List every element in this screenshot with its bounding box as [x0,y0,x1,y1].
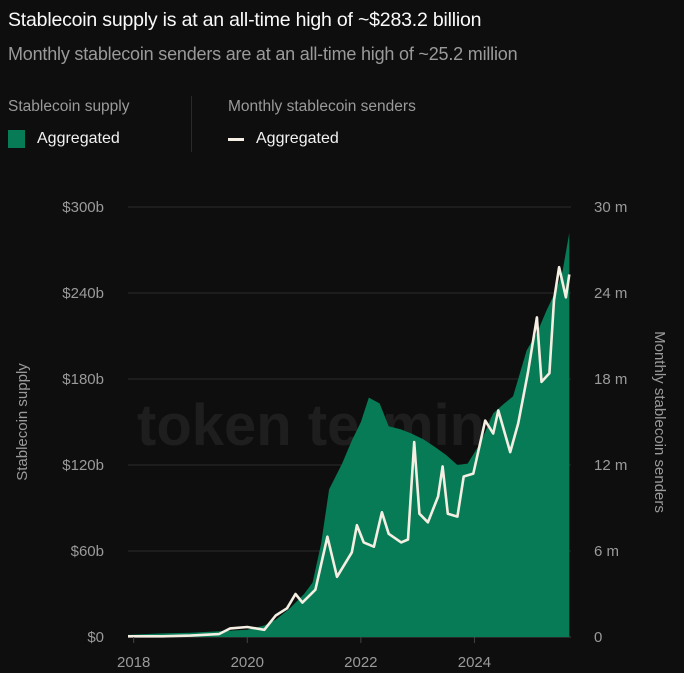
x-tick-label: 2020 [231,654,264,671]
y-tick-left: $240b [62,285,104,302]
series-line-monthly-senders [128,265,571,638]
x-tick-label: 2018 [117,654,150,671]
series-area-stablecoin-supply [128,232,570,638]
y-tick-left: $120b [62,457,104,474]
legend-item-senders[interactable]: Aggregated [228,130,339,148]
y-tick-right: 30 m [594,199,627,216]
x-tick-label: 2024 [458,654,491,671]
y-axis-left-label: Stablecoin supply [14,363,31,481]
y-axis-right-label: Monthly stablecoin senders [651,331,668,513]
chart-title: Stablecoin supply is at an all-time high… [8,9,482,31]
legend-label-supply: Aggregated [37,130,120,147]
y-tick-left: $0 [87,629,104,646]
x-tick-label: 2022 [344,654,377,671]
legend-swatch-supply [8,130,25,148]
y-tick-right: 24 m [594,285,627,302]
y-tick-right: 18 m [594,371,627,388]
legend-item-supply[interactable]: Aggregated [8,130,120,148]
legend-heading-supply: Stablecoin supply [8,98,130,115]
y-tick-left: $60b [71,543,104,560]
legend-label-senders: Aggregated [256,130,339,147]
y-tick-right: 6 m [594,543,619,560]
legend-heading-senders: Monthly stablecoin senders [228,98,416,115]
y-tick-left: $180b [62,371,104,388]
legend-swatch-senders [228,137,244,141]
legend-divider [191,96,192,152]
y-tick-right: 12 m [594,457,627,474]
y-tick-right: 0 [594,629,602,646]
y-tick-left: $300b [62,199,104,216]
chart-subtitle: Monthly stablecoin senders are at an all… [8,44,518,64]
